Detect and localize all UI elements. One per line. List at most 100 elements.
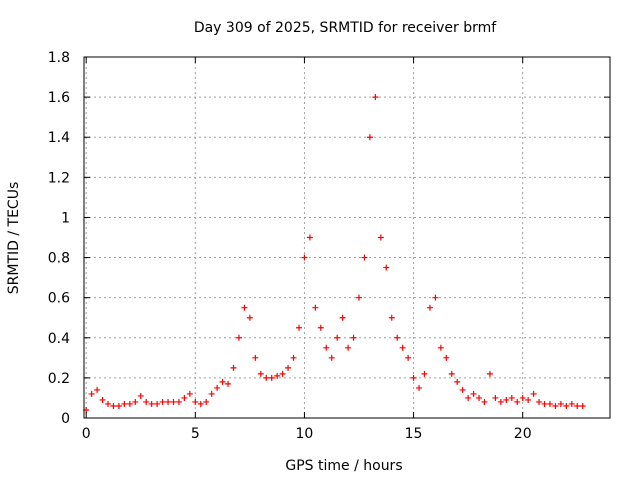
data-point [279, 370, 286, 377]
x-tick-label: 0 [82, 426, 91, 442]
points-layer [83, 94, 586, 413]
data-point [317, 324, 324, 331]
data-point [154, 400, 161, 407]
plot-frame [83, 56, 611, 419]
data-point [241, 304, 248, 311]
data-point [214, 384, 221, 391]
y-tick-label: 0.6 [48, 291, 70, 307]
data-point [536, 398, 543, 405]
data-point [486, 370, 493, 377]
y-tick-label: 0.8 [48, 251, 70, 267]
y-tick-label: 0.2 [48, 371, 70, 387]
ticks-layer: 0 5 10 15 20 0 0.2 0.4 0.6 0.8 1 1.2 1.4 1.6 1.8 [48, 50, 610, 442]
data-point [230, 364, 237, 371]
data-point [115, 402, 122, 409]
data-point [568, 400, 575, 407]
data-point [263, 374, 270, 381]
data-point [546, 400, 553, 407]
y-tick-label: 1 [61, 210, 70, 226]
data-point [175, 398, 182, 405]
data-point [350, 334, 357, 341]
y-tick-label: 1.8 [48, 50, 70, 66]
data-point [574, 402, 581, 409]
x-tick-label: 20 [514, 426, 532, 442]
data-point [165, 398, 172, 405]
data-point [481, 398, 488, 405]
data-point [88, 390, 95, 397]
data-point [448, 370, 455, 377]
data-point [274, 372, 281, 379]
data-point [432, 294, 439, 301]
x-tick-label: 15 [405, 426, 423, 442]
data-point [197, 400, 204, 407]
data-point [514, 398, 521, 405]
data-point [110, 402, 117, 409]
data-point [159, 398, 166, 405]
data-point [295, 324, 302, 331]
y-tick-label: 1.2 [48, 170, 70, 186]
data-point [132, 398, 139, 405]
data-point [465, 394, 472, 401]
y-axis-label: SRMTID / TECUs [6, 182, 22, 295]
data-point [437, 344, 444, 351]
data-point [301, 254, 308, 261]
x-axis-label: GPS time / hours [285, 458, 402, 474]
data-point [388, 314, 395, 321]
data-point [121, 400, 128, 407]
data-point [208, 390, 215, 397]
data-point [323, 344, 330, 351]
data-point [137, 392, 144, 399]
chart-title: Day 309 of 2025, SRMTID for receiver brm… [194, 20, 497, 36]
y-tick-label: 0 [61, 411, 70, 427]
data-point [170, 398, 177, 405]
data-point [290, 354, 297, 361]
y-tick-label: 1.6 [48, 90, 70, 106]
data-point [203, 398, 210, 405]
data-point [339, 314, 346, 321]
data-point [470, 390, 477, 397]
data-point [541, 400, 548, 407]
data-point [426, 304, 433, 311]
data-point [94, 386, 101, 393]
data-point [252, 354, 259, 361]
data-point [421, 370, 428, 377]
data-point [508, 394, 515, 401]
data-point [334, 334, 341, 341]
data-point [503, 396, 510, 403]
data-point [459, 386, 466, 393]
x-tick-label: 10 [296, 426, 314, 442]
grid-layer [84, 56, 610, 419]
data-point [257, 370, 264, 377]
data-point [356, 294, 363, 301]
data-point [345, 344, 352, 351]
data-point [399, 344, 406, 351]
data-point [497, 398, 504, 405]
data-point [557, 400, 564, 407]
data-point [219, 378, 226, 385]
data-point [181, 394, 188, 401]
x-tick-label: 5 [191, 426, 200, 442]
data-point [416, 384, 423, 391]
data-point [328, 354, 335, 361]
y-tick-label: 0.4 [48, 331, 70, 347]
data-point [454, 378, 461, 385]
axes-layer [83, 56, 611, 419]
data-point [372, 94, 379, 101]
data-point [377, 234, 384, 241]
data-point [361, 254, 368, 261]
data-point [394, 334, 401, 341]
data-point [552, 402, 559, 409]
data-point [563, 402, 570, 409]
data-point [525, 396, 532, 403]
data-point [383, 264, 390, 271]
data-point [126, 400, 133, 407]
data-point [476, 394, 483, 401]
data-point [492, 394, 499, 401]
data-point [186, 390, 193, 397]
data-point [312, 304, 319, 311]
data-point [225, 380, 232, 387]
data-point [268, 374, 275, 381]
